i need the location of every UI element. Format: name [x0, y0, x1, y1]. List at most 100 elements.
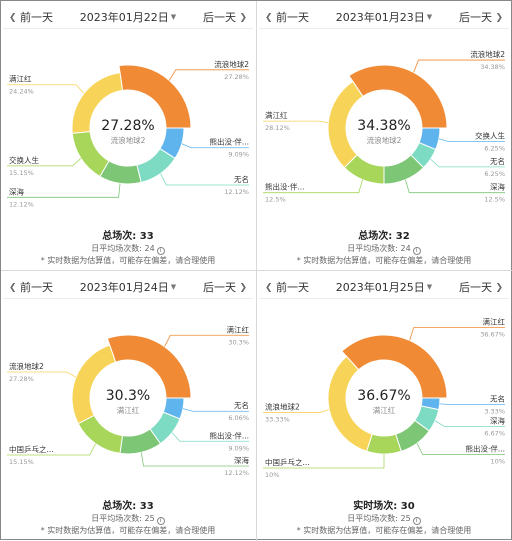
- leader-line: [416, 443, 505, 456]
- chevron-left-icon: ❮: [265, 283, 273, 293]
- donut-slice[interactable]: [149, 411, 181, 445]
- date-picker[interactable]: 2023年01月25日 ▼: [336, 281, 432, 294]
- slice-percent: 27.28%: [224, 73, 249, 81]
- avg-label: 日平均场次数:: [347, 244, 398, 253]
- date-label: 2023年01月24日: [79, 281, 169, 294]
- estimate-disclaimer: * 实时数据为估算值，可能存在偏差，请合理使用: [296, 526, 472, 535]
- horizontal-divider: [1, 270, 512, 271]
- slice-percent: 10%: [265, 471, 279, 479]
- leader-line: [181, 143, 249, 149]
- date-picker[interactable]: 2023年01月22日 ▼: [80, 11, 176, 24]
- chevron-left-icon: ❮: [9, 283, 17, 293]
- chevron-right-icon: ❯: [239, 13, 247, 23]
- donut-chart: 流浪地球227.28%满江红24.24%交换人生15.15%深海12.12%无名…: [7, 59, 249, 208]
- donut-slice[interactable]: [383, 154, 425, 185]
- donut-slice[interactable]: [348, 64, 448, 129]
- stats-footer: 实时场次: 30 日平均场次数: 25 i * 实时数据为估算值，可能存在偏差，请…: [259, 501, 509, 537]
- donut-slice[interactable]: [71, 344, 117, 425]
- average-screenings: 日平均场次数: 25 i: [3, 513, 253, 525]
- estimate-disclaimer: * 实时数据为估算值，可能存在偏差，请合理使用: [296, 256, 472, 265]
- next-day-button[interactable]: 后一天 ❯: [459, 9, 503, 25]
- donut-slice[interactable]: [410, 141, 437, 169]
- donut-slice[interactable]: [136, 147, 176, 184]
- next-day-button[interactable]: 后一天 ❯: [203, 9, 247, 25]
- caret-down-icon: ▼: [426, 283, 433, 291]
- leader-line: [263, 120, 329, 123]
- chevron-left-icon: ❮: [9, 13, 17, 23]
- info-icon[interactable]: i: [156, 247, 165, 255]
- donut-slice[interactable]: [418, 127, 441, 151]
- donut-chart: 满江红36.67%流浪地球233.33%中国乒乓之...10%熊出没·伴...1…: [263, 317, 505, 479]
- slice-percent: 12.5%: [265, 196, 286, 204]
- slice-label: 熊出没·伴...: [465, 444, 505, 454]
- chevron-left-icon: ❮: [265, 13, 273, 23]
- leader-line: [7, 84, 85, 94]
- slice-label: 深海: [490, 182, 505, 192]
- total-screenings: 总场次: 33: [3, 501, 253, 513]
- leader-line: [438, 138, 505, 143]
- donut-slice[interactable]: [162, 397, 185, 420]
- avg-value: 25: [400, 514, 411, 523]
- total-label: 实时场次:: [353, 501, 398, 512]
- next-day-label: 后一天: [458, 281, 492, 294]
- donut-slice[interactable]: [71, 72, 124, 134]
- average-screenings: 日平均场次数: 24 i: [3, 243, 253, 255]
- daily-share-panel: ❮ 前一天 2023年01月24日 ▼ 后一天 ❯ 满江红 30.3% 流浪地球2 27…: [3, 273, 253, 537]
- caret-down-icon: ▼: [170, 283, 177, 291]
- donut-slice[interactable]: [341, 334, 448, 399]
- slice-label: 无名: [490, 156, 505, 166]
- donut-slice[interactable]: [395, 419, 431, 452]
- donut-slice[interactable]: [99, 160, 142, 185]
- previous-day-button[interactable]: ❮ 前一天: [9, 279, 53, 295]
- donut-slice[interactable]: [159, 127, 185, 159]
- donut-slice[interactable]: [327, 355, 373, 452]
- previous-day-button[interactable]: ❮ 前一天: [9, 9, 53, 25]
- date-picker[interactable]: 2023年01月24日 ▼: [80, 281, 176, 294]
- slice-label: 熊出没·伴...: [209, 137, 249, 147]
- date-picker[interactable]: 2023年01月23日 ▼: [336, 11, 432, 24]
- date-navigation-bar: ❮ 前一天 2023年01月22日 ▼ 后一天 ❯: [3, 3, 253, 29]
- slice-percent: 30.3%: [228, 338, 249, 346]
- leader-line: [409, 327, 505, 341]
- donut-slice[interactable]: [71, 131, 110, 178]
- center-percent: 34.38%: [357, 118, 410, 134]
- slice-label: 无名: [234, 400, 249, 410]
- donut-slice[interactable]: [106, 334, 192, 399]
- slice-label: 熊出没·伴...: [265, 182, 305, 192]
- daily-share-panel: ❮ 前一天 2023年01月23日 ▼ 后一天 ❯ 流浪地球2 34.38% 满江红 2…: [259, 3, 509, 267]
- avg-value: 25: [144, 514, 155, 523]
- donut-slice[interactable]: [119, 428, 162, 455]
- stats-footer: 总场次: 33 日平均场次数: 24 i * 实时数据为估算值，可能存在偏差，请合…: [3, 231, 253, 267]
- donut-slice[interactable]: [343, 154, 385, 185]
- info-icon[interactable]: i: [156, 517, 165, 525]
- slice-percent: 6.25%: [484, 145, 505, 153]
- next-day-label: 后一天: [202, 281, 236, 294]
- leader-line: [439, 403, 505, 405]
- next-day-button[interactable]: 后一天 ❯: [203, 279, 247, 295]
- previous-day-button[interactable]: ❮ 前一天: [265, 9, 309, 25]
- donut-slice[interactable]: [366, 433, 402, 455]
- info-icon[interactable]: i: [412, 247, 421, 255]
- donut-slice[interactable]: [420, 397, 441, 411]
- next-day-button[interactable]: 后一天 ❯: [459, 279, 503, 295]
- donut-slice[interactable]: [327, 80, 364, 169]
- slice-percent: 12.5%: [484, 196, 505, 204]
- total-screenings: 总场次: 32: [259, 231, 509, 243]
- slice-percent: 6.67%: [484, 429, 505, 437]
- donut-slice[interactable]: [414, 405, 440, 432]
- info-icon[interactable]: i: [412, 517, 421, 525]
- avg-label: 日平均场次数:: [347, 514, 398, 523]
- slice-label: 中国乒乓之...: [265, 457, 310, 467]
- previous-day-button[interactable]: ❮ 前一天: [265, 279, 309, 295]
- donut-slice[interactable]: [118, 64, 192, 129]
- date-navigation-bar: ❮ 前一天 2023年01月25日 ▼ 后一天 ❯: [259, 273, 509, 299]
- donut-slice[interactable]: [77, 414, 124, 454]
- chevron-right-icon: ❯: [239, 283, 247, 293]
- slice-label: 流浪地球2: [214, 59, 249, 69]
- slice-percent: 9.09%: [228, 151, 249, 159]
- leader-line: [140, 452, 249, 467]
- slice-percent: 12.12%: [9, 200, 34, 208]
- date-label: 2023年01月23日: [335, 11, 425, 24]
- slice-percent: 28.12%: [265, 124, 290, 132]
